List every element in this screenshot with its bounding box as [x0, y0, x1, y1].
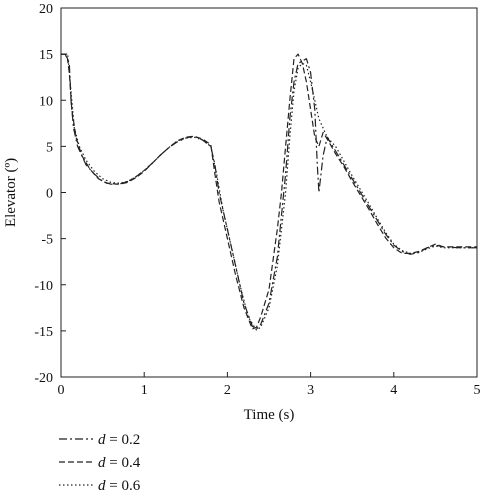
y-tick-label: -15 — [34, 325, 53, 340]
series-line-2 — [61, 53, 477, 330]
y-tick-label: 5 — [46, 140, 53, 155]
legend-value: = 0.6 — [106, 478, 141, 494]
legend: d = 0.2d = 0.4d = 0.6 — [59, 432, 141, 494]
y-tick-label: -5 — [41, 233, 53, 248]
x-tick-label: 3 — [307, 383, 314, 398]
y-tick-label: 15 — [39, 48, 53, 63]
y-tick-label: 20 — [39, 2, 53, 17]
x-axis-title: Time (s) — [244, 407, 295, 423]
legend-value: = 0.4 — [106, 455, 141, 471]
y-tick-label: -10 — [34, 279, 53, 294]
legend-label-3: d = 0.6 — [98, 478, 141, 494]
series-line-3 — [61, 53, 477, 331]
y-tick-label: -20 — [34, 371, 53, 386]
y-axis-title: Elevator (º) — [3, 158, 19, 227]
x-tick-label: 5 — [474, 383, 481, 398]
legend-variable: d — [98, 432, 106, 448]
y-tick-label: 0 — [46, 187, 53, 202]
legend-variable: d — [98, 478, 106, 494]
x-tick-label: 0 — [58, 383, 65, 398]
legend-value: = 0.2 — [106, 432, 141, 448]
x-tick-label: 4 — [390, 383, 397, 398]
plot-area: 0 1 2 3 4 5 -20 -15 -10 -5 0 5 10 15 20 — [34, 2, 480, 398]
legend-label-2: d = 0.4 — [98, 455, 141, 471]
x-tick-label: 2 — [224, 383, 231, 398]
x-tick-label: 1 — [141, 383, 148, 398]
legend-variable: d — [98, 455, 106, 471]
y-tick-label: 10 — [39, 94, 53, 109]
legend-label-1: d = 0.2 — [98, 432, 140, 448]
plot-frame — [60, 7, 478, 378]
